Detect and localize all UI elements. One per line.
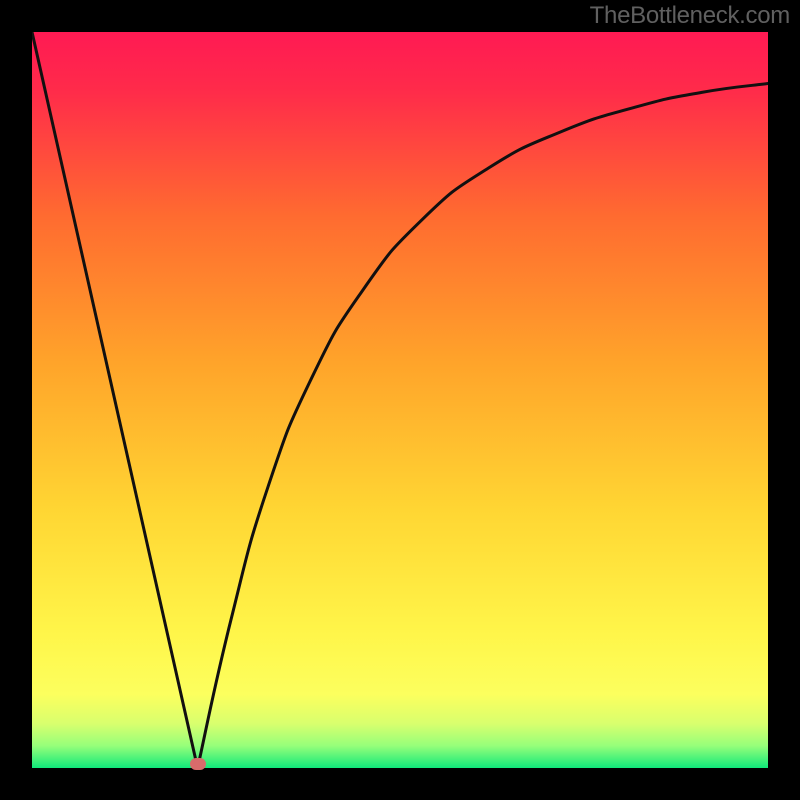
plot-area	[32, 32, 768, 768]
optimum-marker	[190, 758, 206, 770]
watermark-text: TheBottleneck.com	[590, 2, 790, 30]
chart-container: TheBottleneck.com	[0, 0, 800, 800]
bottleneck-curve	[32, 32, 768, 768]
